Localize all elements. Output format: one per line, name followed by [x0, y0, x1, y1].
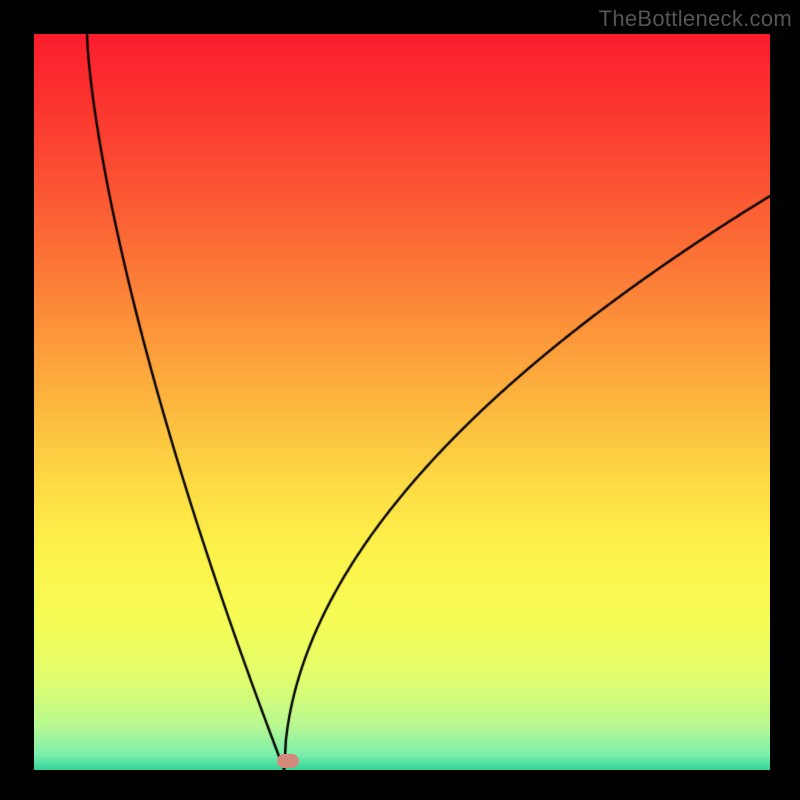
prediction-curve	[34, 34, 770, 770]
watermark-text: TheBottleneck.com	[599, 6, 792, 32]
data-point-marker	[277, 754, 299, 768]
bottleneck-chart	[34, 34, 770, 770]
